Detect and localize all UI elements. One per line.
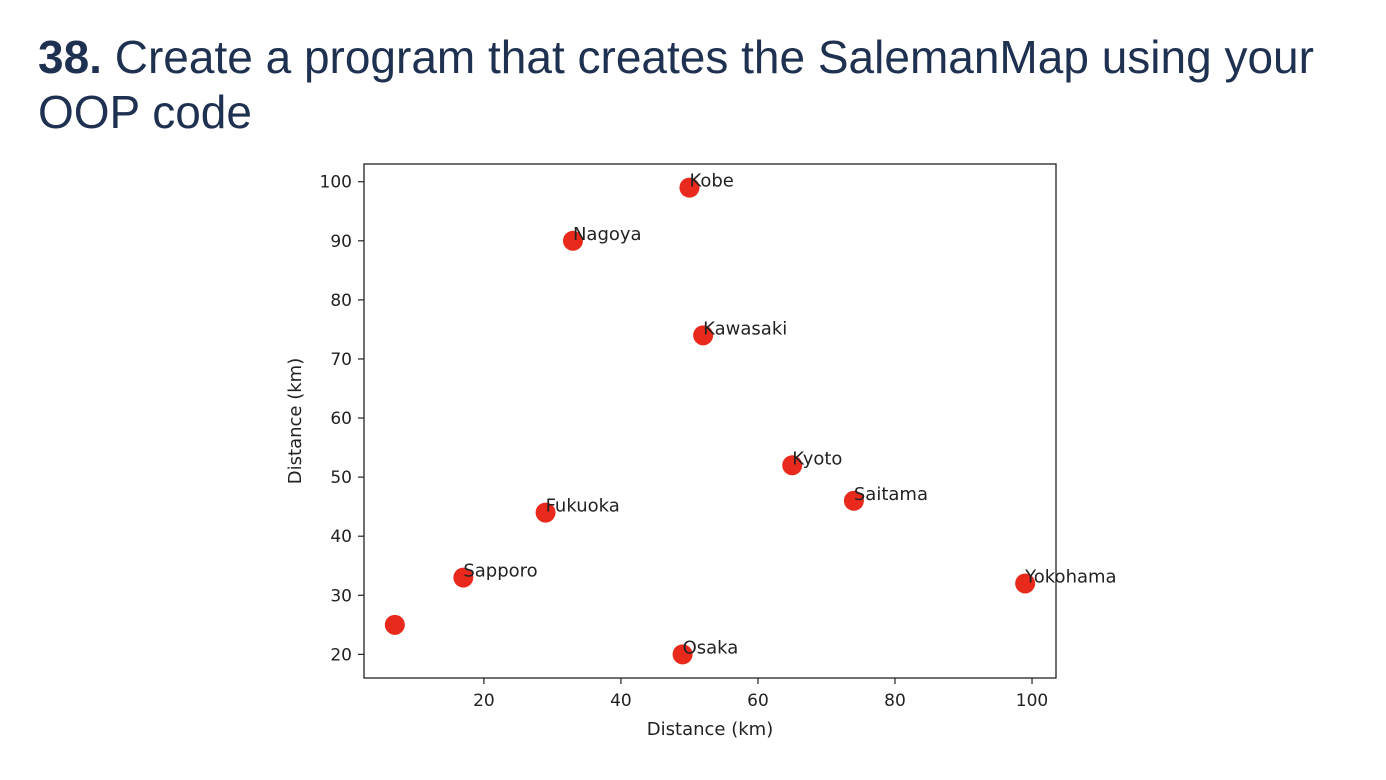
point-label: Osaka (683, 637, 739, 658)
point-label: Saitama (854, 484, 928, 505)
plot-frame (363, 163, 1057, 679)
x-tick-label: 60 (747, 691, 769, 711)
y-tick-label: 90 (330, 232, 352, 252)
y-tick-label: 80 (330, 291, 352, 311)
point-label: Kawasaki (703, 318, 787, 339)
point-label: Yokohama (1024, 566, 1116, 587)
scatter-point (1015, 573, 1036, 594)
point-label: Nagoya (573, 224, 642, 245)
chart-marks: Sapporo Fukuoka Nagoya Kobe Kawasaki Osaka Kyo… (384, 171, 1117, 665)
y-tick-label: 20 (330, 645, 352, 665)
scatter-point (384, 614, 405, 635)
x-axis-label: Distance (km) (647, 719, 773, 740)
scatter-point (782, 455, 803, 476)
x-tick-label: 20 (473, 691, 495, 711)
scatter-point (843, 490, 864, 511)
scatter-point (562, 230, 583, 251)
point-label: Kyoto (792, 448, 842, 469)
scatter-point (679, 177, 700, 198)
scatter-point (672, 644, 693, 665)
x-tick-label: 40 (610, 691, 632, 711)
slide-heading: 38. Create a program that creates the Sa… (38, 30, 1358, 140)
scatter-point (453, 567, 474, 588)
x-tick-label: 100 (1016, 691, 1048, 711)
x-tick-label: 80 (884, 691, 906, 711)
y-tick-label: 30 (330, 586, 352, 606)
chart-ticks: 20 40 60 80 100 20 30 40 50 60 70 80 90 100 (320, 173, 1049, 711)
y-axis-label: Distance (km) (285, 358, 306, 484)
y-tick-label: 70 (330, 350, 352, 370)
heading-text: Create a program that creates the Salema… (38, 31, 1314, 138)
point-label: Kobe (689, 171, 733, 192)
y-tick-label: 60 (330, 409, 352, 429)
scatter-point (535, 502, 556, 523)
point-label: Sapporo (463, 561, 537, 582)
scatter-point (693, 325, 714, 346)
point-label: Fukuoka (546, 496, 620, 517)
heading-number: 38. (38, 31, 102, 83)
y-tick-label: 100 (320, 173, 352, 193)
y-tick-label: 50 (330, 468, 352, 488)
y-tick-label: 40 (330, 527, 352, 547)
